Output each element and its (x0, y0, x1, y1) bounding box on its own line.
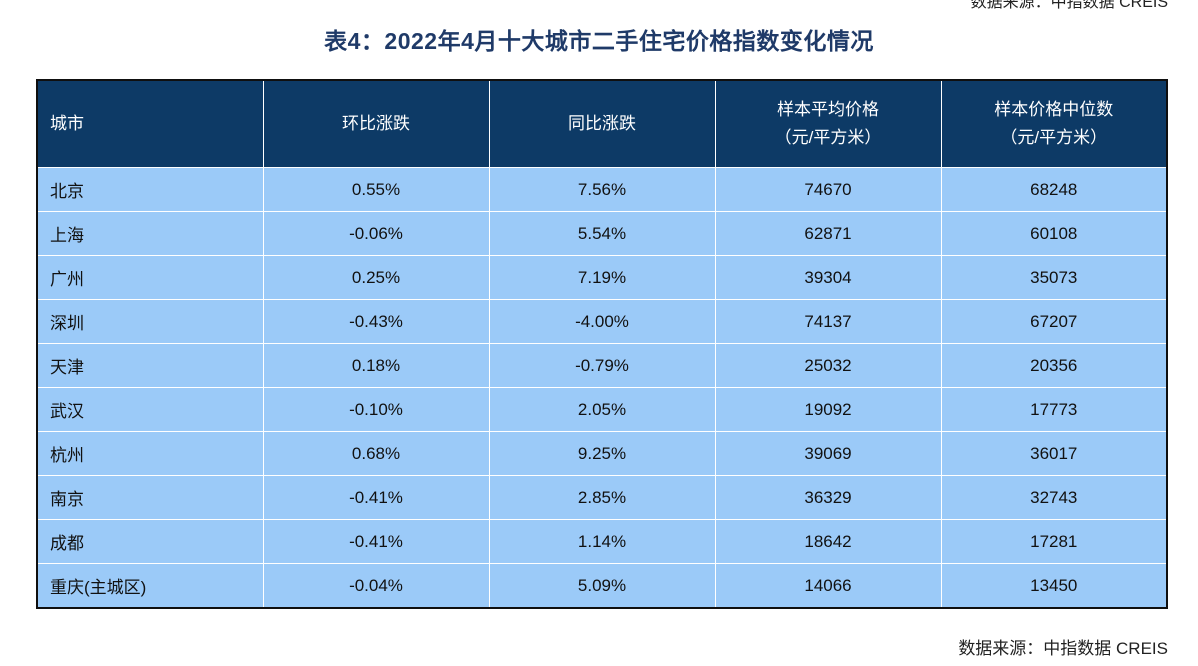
cell-mom-change: -0.06% (262, 211, 490, 256)
cell-mom-change: 0.55% (262, 167, 490, 212)
cell-mom-change: -0.41% (262, 475, 490, 520)
cell-average-price: 74670 (714, 167, 942, 212)
header-mom-change-label: 环比涨跌 (342, 114, 410, 133)
table-row: 南京 -0.41% 2.85% 36329 32743 (36, 475, 1168, 520)
cell-average-price: 19092 (714, 387, 942, 432)
table-row: 杭州 0.68% 9.25% 39069 36017 (36, 431, 1168, 476)
header-mom-change: 环比涨跌 (262, 80, 490, 168)
header-average-price-label: 样本平均价格 (777, 100, 879, 119)
table-body: 北京 0.55% 7.56% 74670 68248 上海 -0.06% 5.54% 62871… (36, 167, 1168, 609)
cell-yoy-change: 5.09% (488, 563, 716, 609)
cell-mom-change: 0.68% (262, 431, 490, 476)
source-note: 数据来源：中指数据 CREIS (958, 639, 1168, 658)
cell-median-price: 60108 (940, 211, 1168, 256)
cell-city: 广州 (36, 255, 264, 300)
cell-average-price: 39304 (714, 255, 942, 300)
cell-yoy-change: -0.79% (488, 343, 716, 388)
cell-yoy-change: 2.85% (488, 475, 716, 520)
cell-mom-change: -0.10% (262, 387, 490, 432)
cell-city: 成都 (36, 519, 264, 564)
cell-yoy-change: 2.05% (488, 387, 716, 432)
cell-city: 武汉 (36, 387, 264, 432)
cell-median-price: 68248 (940, 167, 1168, 212)
cell-median-price: 20356 (940, 343, 1168, 388)
table-row: 北京 0.55% 7.56% 74670 68248 (36, 167, 1168, 212)
cell-yoy-change: -4.00% (488, 299, 716, 344)
header-average-price: 样本平均价格 （元/平方米） (714, 80, 942, 168)
cell-average-price: 39069 (714, 431, 942, 476)
cell-mom-change: -0.04% (262, 563, 490, 609)
cell-average-price: 36329 (714, 475, 942, 520)
table-title: 表4：2022年4月十大城市二手住宅价格指数变化情况 (324, 28, 874, 54)
cell-median-price: 17773 (940, 387, 1168, 432)
cell-average-price: 25032 (714, 343, 942, 388)
cell-median-price: 36017 (940, 431, 1168, 476)
cell-median-price: 35073 (940, 255, 1168, 300)
table-header-row: 城市 环比涨跌 同比涨跌 样本平均价格 （元/平方米） 样本价格中位数 （元/平… (36, 80, 1168, 168)
cell-city: 杭州 (36, 431, 264, 476)
header-median-price-label: 样本价格中位数 (994, 100, 1114, 119)
cell-city: 天津 (36, 343, 264, 388)
cell-mom-change: 0.18% (262, 343, 490, 388)
table-row: 成都 -0.41% 1.14% 18642 17281 (36, 519, 1168, 564)
cell-yoy-change: 1.14% (488, 519, 716, 564)
cell-median-price: 13450 (940, 563, 1168, 609)
cell-city: 上海 (36, 211, 264, 256)
cell-mom-change: -0.43% (262, 299, 490, 344)
table-row: 武汉 -0.10% 2.05% 19092 17773 (36, 387, 1168, 432)
cell-city: 深圳 (36, 299, 264, 344)
header-city-label: 城市 (50, 114, 84, 133)
table-row: 广州 0.25% 7.19% 39304 35073 (36, 255, 1168, 300)
cell-yoy-change: 9.25% (488, 431, 716, 476)
cell-city: 北京 (36, 167, 264, 212)
cell-average-price: 18642 (714, 519, 942, 564)
cell-yoy-change: 5.54% (488, 211, 716, 256)
header-yoy-change: 同比涨跌 (488, 80, 716, 168)
header-city: 城市 (36, 80, 264, 168)
cell-average-price: 62871 (714, 211, 942, 256)
header-average-price-unit: （元/平方米） (774, 128, 882, 147)
cell-yoy-change: 7.56% (488, 167, 716, 212)
cell-city: 重庆(主城区) (36, 563, 264, 609)
table-row: 天津 0.18% -0.79% 25032 20356 (36, 343, 1168, 388)
source-note-top: 数据来源：中指数据 CREIS (970, 0, 1168, 11)
cell-average-price: 74137 (714, 299, 942, 344)
cell-mom-change: 0.25% (262, 255, 490, 300)
cell-median-price: 67207 (940, 299, 1168, 344)
cell-yoy-change: 7.19% (488, 255, 716, 300)
header-median-price-unit: （元/平方米） (1000, 128, 1108, 147)
cell-average-price: 14066 (714, 563, 942, 609)
price-index-table: 城市 环比涨跌 同比涨跌 样本平均价格 （元/平方米） 样本价格中位数 （元/平… (36, 79, 1168, 609)
cell-city: 南京 (36, 475, 264, 520)
table-row: 重庆(主城区) -0.04% 5.09% 14066 13450 (36, 563, 1168, 609)
table-row: 上海 -0.06% 5.54% 62871 60108 (36, 211, 1168, 256)
table-row: 深圳 -0.43% -4.00% 74137 67207 (36, 299, 1168, 344)
cell-median-price: 17281 (940, 519, 1168, 564)
cell-median-price: 32743 (940, 475, 1168, 520)
header-yoy-change-label: 同比涨跌 (568, 114, 636, 133)
header-median-price: 样本价格中位数 （元/平方米） (940, 80, 1168, 168)
cell-mom-change: -0.41% (262, 519, 490, 564)
